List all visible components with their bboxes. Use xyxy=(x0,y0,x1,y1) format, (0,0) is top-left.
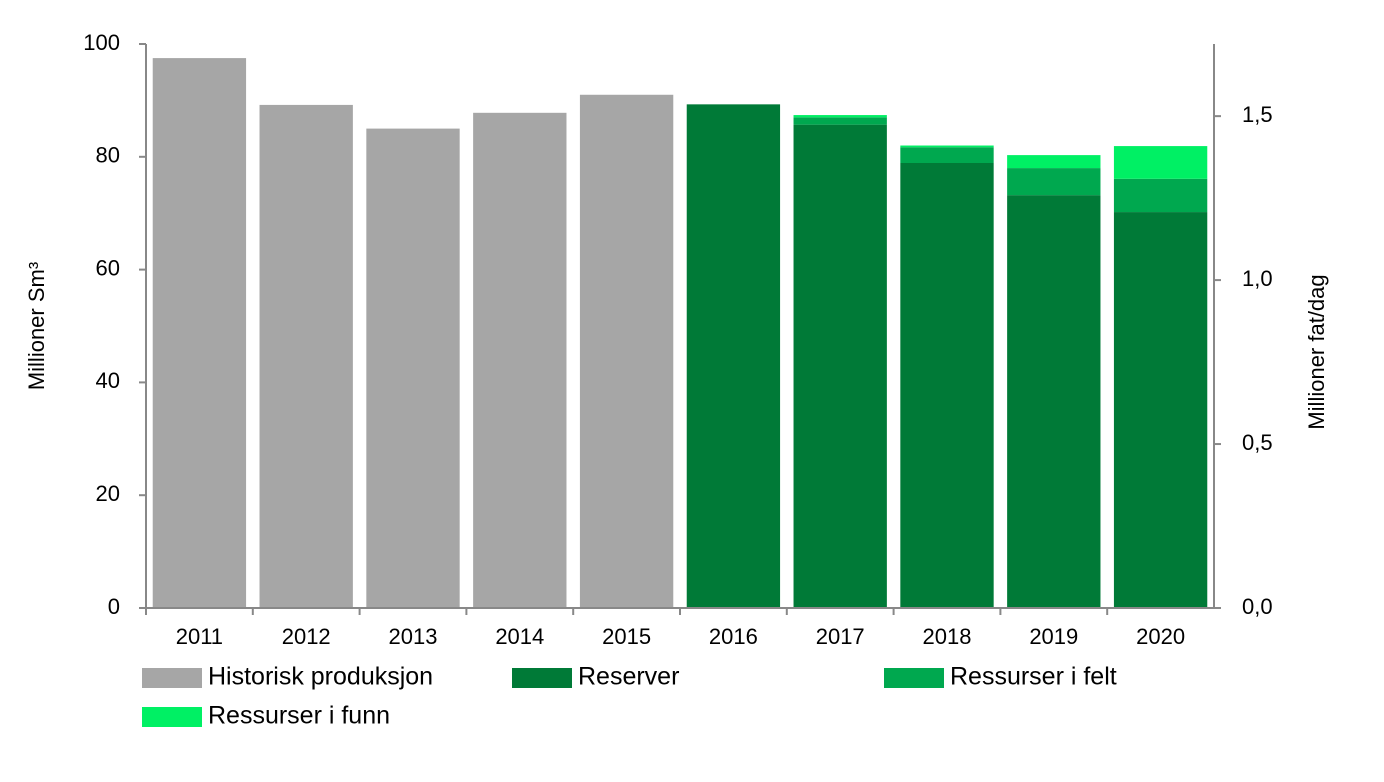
x-tick-label: 2016 xyxy=(709,624,758,649)
bar xyxy=(1113,178,1208,213)
x-tick-label: 2018 xyxy=(923,624,972,649)
y-tick-label: 60 xyxy=(96,255,120,280)
bar xyxy=(900,163,994,608)
y2-tick-label: 0,5 xyxy=(1242,430,1273,455)
x-tick-label: 2013 xyxy=(389,624,438,649)
bar xyxy=(152,58,247,609)
legend-label: Ressurser i felt xyxy=(950,663,1117,691)
bar xyxy=(900,145,994,148)
y-tick-label: 40 xyxy=(96,368,120,393)
y2-tick-label: 1,0 xyxy=(1242,266,1273,291)
y-tick-label: 0 xyxy=(108,594,120,619)
bar xyxy=(1113,146,1208,179)
bar xyxy=(793,115,887,118)
y2-tick-label: 0,0 xyxy=(1242,594,1273,619)
bar xyxy=(366,128,460,608)
legend-swatch xyxy=(142,668,202,688)
y-tick-label: 80 xyxy=(96,143,120,168)
bar xyxy=(793,117,887,125)
bar xyxy=(259,104,353,609)
y-tick-label: 20 xyxy=(96,481,120,506)
legend-label: Reserver xyxy=(578,663,679,691)
bar xyxy=(473,112,567,609)
bar xyxy=(900,147,994,164)
legend-swatch xyxy=(512,668,572,688)
bar xyxy=(1113,212,1208,608)
x-tick-label: 2014 xyxy=(495,624,544,649)
y2-axis-label: Millioner fat/dag xyxy=(1304,274,1329,429)
bar xyxy=(1007,155,1101,169)
bar xyxy=(793,124,887,608)
x-tick-label: 2020 xyxy=(1136,624,1185,649)
bar xyxy=(1007,195,1101,609)
legend-label: Historisk produksjon xyxy=(208,663,433,691)
x-tick-label: 2015 xyxy=(602,624,651,649)
x-tick-label: 2019 xyxy=(1029,624,1078,649)
legend-label: Ressurser i funn xyxy=(208,702,390,730)
bar xyxy=(1007,168,1101,196)
x-tick-label: 2012 xyxy=(282,624,331,649)
y-axis-label: Millioner Sm³ xyxy=(24,262,49,390)
legend-swatch xyxy=(142,707,202,727)
legend-swatch xyxy=(884,668,944,688)
x-tick-label: 2017 xyxy=(816,624,865,649)
y2-tick-label: 1,5 xyxy=(1242,102,1273,127)
bar xyxy=(579,94,674,608)
bar xyxy=(686,104,781,609)
y-tick-label: 100 xyxy=(83,30,120,55)
x-tick-label: 2011 xyxy=(176,624,223,649)
